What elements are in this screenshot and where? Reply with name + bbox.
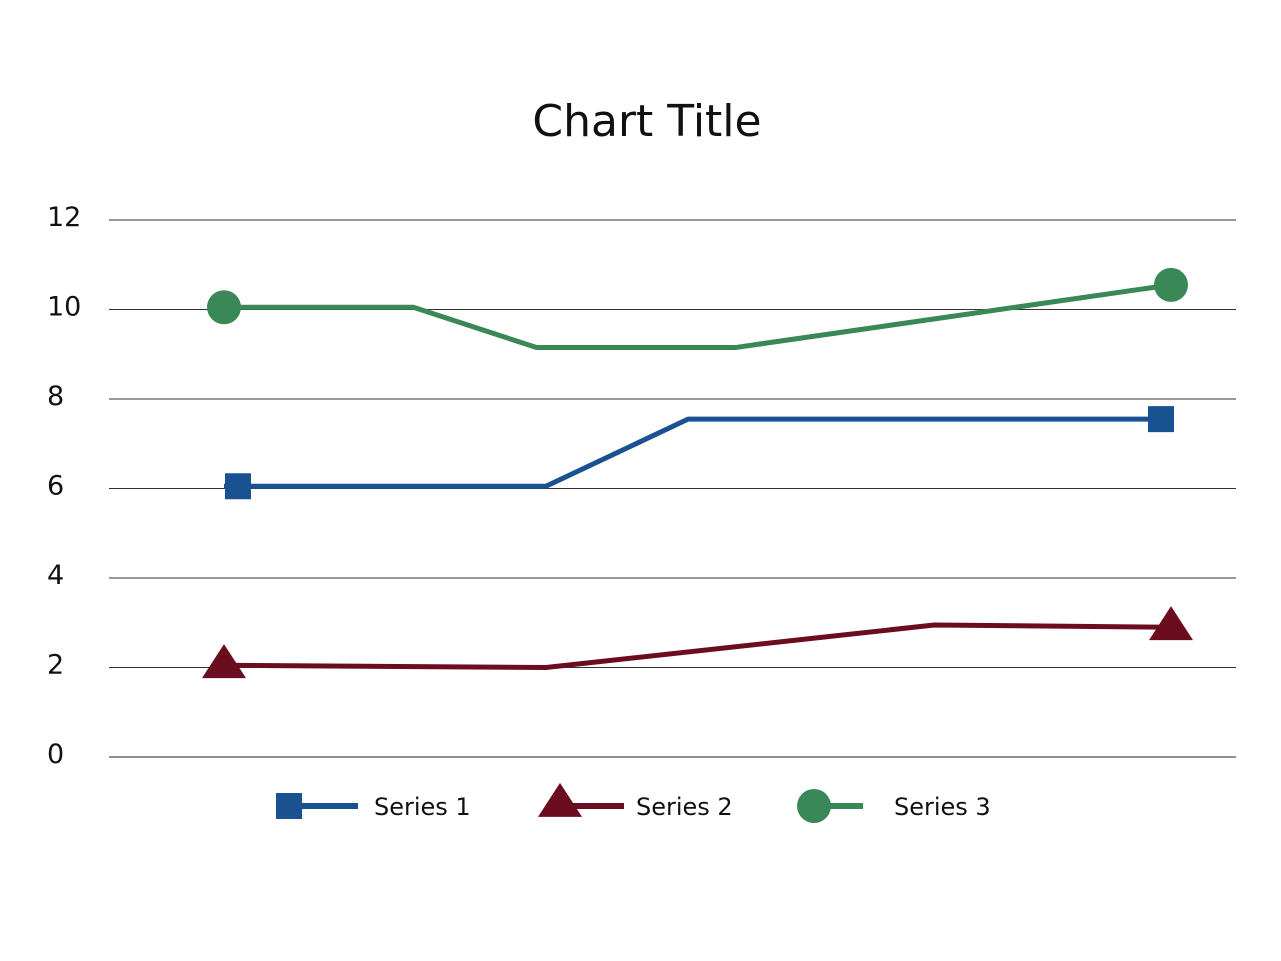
series-3-marker-start (207, 290, 241, 325)
legend-item-series-3: Series 3 (797, 789, 991, 823)
y-tick-label: 2 (47, 650, 64, 681)
legend-label: Series 3 (894, 793, 991, 821)
series-3-marker-end (1154, 267, 1188, 302)
series-line-3 (224, 282, 1172, 351)
y-tick-label: 10 (47, 292, 81, 323)
y-axis-ticks: 0 2 4 6 8 10 12 (47, 202, 81, 770)
legend-swatch-marker (797, 789, 831, 823)
y-tick-label: 0 (47, 739, 64, 770)
legend-item-series-2: Series 2 (538, 782, 733, 821)
y-tick-label: 6 (47, 471, 64, 502)
series-1-marker-start (225, 473, 251, 500)
series-markers (202, 267, 1193, 679)
series-line-2 (223, 622, 1172, 670)
y-tick-label: 12 (47, 202, 81, 233)
series-2-marker-start (202, 644, 246, 679)
y-tick-label: 8 (47, 381, 64, 412)
y-tick-label: 4 (47, 560, 64, 591)
legend-label: Series 1 (374, 793, 471, 821)
legend-swatch-marker (276, 793, 302, 819)
series-lines (223, 282, 1172, 670)
legend-swatch-marker (538, 782, 582, 817)
series-1-marker-end (1148, 406, 1174, 433)
legend-label: Series 2 (636, 793, 733, 821)
chart-title: Chart Title (532, 96, 762, 147)
legend-item-series-1: Series 1 (276, 793, 471, 821)
legend: Series 1 Series 2 Series 3 (276, 782, 991, 823)
series-2-marker-end (1149, 606, 1193, 641)
series-line-1 (224, 416, 1171, 489)
